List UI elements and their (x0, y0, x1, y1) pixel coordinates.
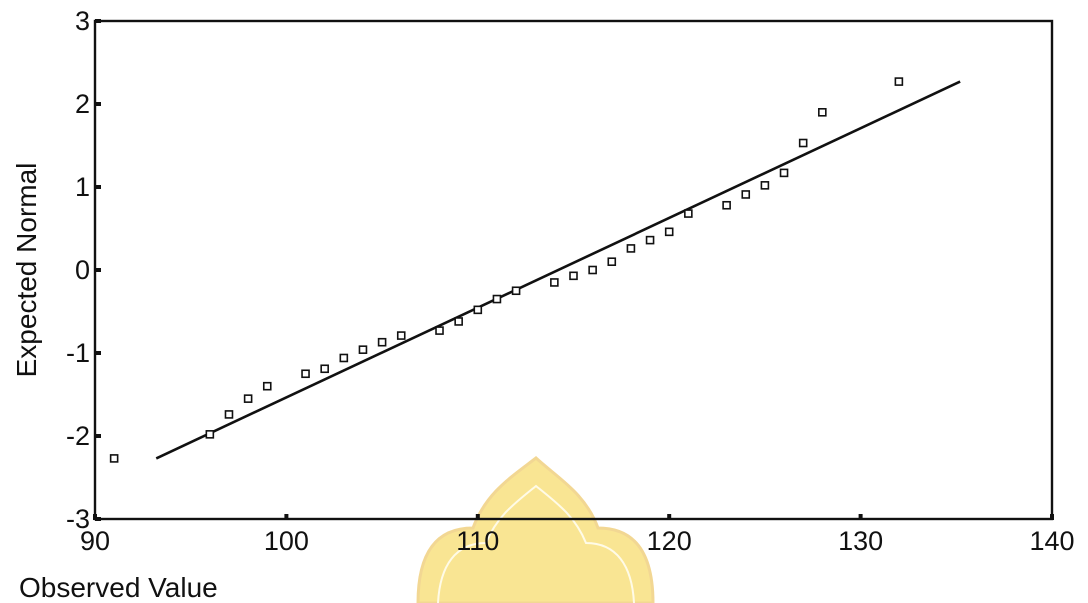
x-tick-label: 110 (456, 526, 499, 556)
data-point (377, 337, 387, 347)
data-point (760, 181, 770, 190)
data-point (262, 381, 272, 391)
data-point (626, 244, 636, 253)
data-point (722, 200, 731, 210)
plot-frame (93, 19, 1054, 521)
data-point (454, 317, 463, 326)
x-tick-label: 90 (80, 526, 110, 556)
data-point (224, 410, 234, 419)
data-point (607, 257, 617, 267)
data-point (301, 369, 310, 379)
data-point (109, 454, 119, 463)
data-points (109, 77, 904, 463)
x-axis-ticks (93, 514, 1054, 520)
x-tick-label: 130 (838, 526, 883, 556)
x-tick-label: 100 (264, 526, 309, 556)
data-point (569, 271, 578, 281)
y-tick-label: 3 (75, 6, 90, 36)
data-point (243, 394, 253, 403)
data-point (511, 286, 521, 296)
y-axis-tick-labels: 3 2 1 0 -1 -2 -3 (66, 6, 90, 534)
watermark-shape (416, 456, 655, 603)
data-point (435, 326, 444, 335)
x-axis-tick-labels: 90 100 110 120 130 140 (80, 526, 1075, 556)
x-axis-title: Observed Value (19, 572, 218, 603)
data-point (492, 294, 502, 304)
data-point (358, 345, 368, 354)
data-point (664, 227, 674, 237)
data-point (396, 331, 406, 340)
data-point (473, 305, 483, 315)
data-point (798, 138, 808, 148)
watermark-seal (416, 456, 655, 603)
normal-reference-line (155, 80, 961, 460)
data-point (818, 108, 827, 117)
data-point (645, 235, 655, 245)
data-point (550, 278, 559, 287)
y-tick-label: -1 (66, 338, 90, 368)
data-point (894, 77, 904, 86)
y-tick-label: -2 (66, 421, 90, 451)
data-point (684, 209, 693, 218)
data-point (205, 430, 215, 439)
y-tick-label: 0 (75, 255, 90, 285)
data-point (320, 364, 329, 374)
watermark-inner-shape (437, 484, 635, 603)
x-tick-label: 120 (647, 526, 692, 556)
data-point (588, 265, 597, 275)
y-tick-label: 2 (75, 89, 90, 119)
data-point (741, 190, 751, 199)
x-tick-label: 140 (1029, 526, 1074, 556)
y-axis-title: Expected Normal (11, 163, 42, 378)
y-axis-ticks (95, 19, 101, 521)
data-point (779, 168, 789, 178)
y-tick-label: -3 (66, 504, 90, 534)
y-tick-label: 1 (75, 172, 90, 202)
data-point (339, 353, 349, 363)
